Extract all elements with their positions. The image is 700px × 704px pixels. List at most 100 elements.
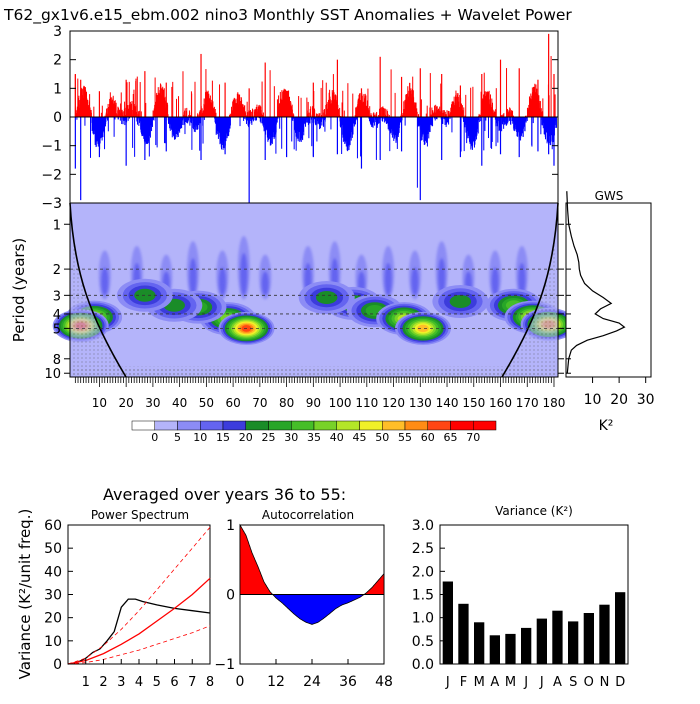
- colorbar-label: 35: [307, 431, 321, 444]
- colorbar-swatch: [404, 420, 428, 431]
- colorbar-swatch: [382, 420, 406, 431]
- power-spectrum-frame: [67, 524, 211, 665]
- variance-bar: [615, 592, 626, 664]
- ps-x-tick-label: 7: [188, 675, 196, 690]
- variance-frame: [439, 524, 629, 665]
- variance-bar: [474, 622, 485, 664]
- variance-bar: [521, 627, 532, 664]
- variance-bar: [583, 613, 594, 664]
- colorbar-label: 0: [151, 431, 158, 444]
- gws-tick-label: 20: [610, 392, 628, 408]
- spectrum-line: [67, 598, 211, 665]
- colorbar-swatch: [154, 420, 178, 431]
- gws-tick-label: 30: [637, 392, 655, 408]
- period-tick-label: 4: [53, 308, 61, 323]
- ac-y-tick-label: −1: [214, 657, 235, 673]
- colorbar-label: 45: [353, 431, 367, 444]
- gws-curve: [566, 191, 626, 374]
- year-tick-label: 180: [543, 396, 566, 410]
- ac-x-tick-label: 48: [375, 674, 393, 690]
- average-title: Averaged over years 36 to 55:: [103, 485, 346, 504]
- year-tick-label: 40: [172, 396, 187, 410]
- ps-x-tick-label: 3: [117, 675, 125, 690]
- gws-title: GWS: [595, 189, 624, 203]
- main-title: T62_gx1v6.e15_ebm.002 nino3 Monthly SST …: [3, 6, 572, 25]
- cone-of-influence-right: [502, 203, 558, 377]
- month-label: F: [460, 675, 467, 690]
- colorbar-label: 70: [466, 431, 480, 444]
- colorbar-label: 15: [216, 431, 230, 444]
- colorbar-swatch: [268, 420, 292, 431]
- power-ridge-core: [101, 267, 109, 296]
- month-label: J: [445, 675, 450, 690]
- variance-bar: [505, 633, 516, 664]
- y-tick-label: 0: [53, 110, 62, 126]
- period-tick-label: 10: [44, 367, 61, 382]
- power-ridge-core: [411, 267, 419, 296]
- significance-hatch: [70, 366, 558, 377]
- ac-x-tick-label: 0: [236, 674, 245, 690]
- ps-x-tick-label: 2: [99, 675, 107, 690]
- var-y-tick-label: 0.5: [412, 634, 434, 650]
- month-label: D: [615, 675, 625, 690]
- colorbar-swatch: [245, 420, 269, 431]
- year-tick-label: 90: [306, 396, 321, 410]
- var-y-tick-label: 1.0: [412, 611, 434, 627]
- ps-x-tick-label: 5: [153, 675, 161, 690]
- confidence-line: [67, 625, 211, 665]
- year-tick-label: 110: [355, 396, 378, 410]
- year-tick-label: 130: [409, 396, 432, 410]
- month-label: J: [523, 675, 528, 690]
- variance-bar: [568, 621, 579, 664]
- year-tick-label: 70: [252, 396, 267, 410]
- month-label: J: [539, 675, 544, 690]
- ac-x-tick-label: 12: [267, 674, 285, 690]
- ps-y-tick-label: 0: [53, 657, 62, 673]
- power-ridge-core: [218, 267, 226, 296]
- y-tick-label: 3: [53, 24, 62, 40]
- autocorrelation-title: Autocorrelation: [262, 508, 354, 522]
- power-ridge-core: [189, 258, 197, 296]
- colorbar-label: 40: [330, 431, 344, 444]
- colorbar-swatch: [177, 420, 201, 431]
- wavelet-ylabel: Period (years): [10, 238, 28, 343]
- year-tick-label: 50: [199, 396, 214, 410]
- ac-x-tick-label: 36: [339, 674, 357, 690]
- month-label: A: [553, 675, 562, 690]
- year-tick-label: 170: [516, 396, 539, 410]
- month-label: M: [474, 675, 485, 690]
- ps-y-tick-label: 30: [44, 588, 62, 604]
- coi-curve-left: [69, 202, 127, 378]
- red-noise-line: [67, 577, 211, 665]
- power-spectrum-ylabel: Variance (K²/unit freq.): [16, 509, 34, 680]
- sst-anomaly-panel: 3 2 1 0 −1 −2 −3: [41, 24, 559, 212]
- period-tick-label: 3: [53, 289, 61, 304]
- colorbar-swatch: [131, 420, 155, 431]
- colorbar-swatch: [473, 420, 497, 431]
- wavelet-frame: [69, 202, 559, 378]
- power-spectrum-title: Power Spectrum: [91, 508, 189, 522]
- var-y-tick-label: 2.0: [412, 564, 434, 580]
- year-tick-label: 20: [119, 396, 134, 410]
- gws-frame: [565, 202, 652, 378]
- month-label: N: [600, 675, 610, 690]
- ps-y-tick-label: 10: [44, 634, 62, 650]
- colorbar: 0 5 10 15 20 25 30 35 40 45 50 55 60 65 70: [131, 420, 497, 444]
- year-tick-label: 80: [279, 396, 294, 410]
- y-tick-label: 2: [53, 53, 62, 69]
- var-y-tick-label: 3.0: [412, 518, 434, 534]
- power-spectrum-panel: Power Spectrum Variance (K²/unit freq.) …: [16, 508, 214, 690]
- power-contour: [417, 324, 429, 332]
- power-contour: [449, 295, 472, 308]
- colorbar-label: 55: [398, 431, 412, 444]
- colorbar-label: 25: [262, 431, 276, 444]
- gws-tick-label: 10: [584, 392, 602, 408]
- colorbar-swatch: [427, 420, 451, 431]
- month-label: S: [569, 675, 577, 690]
- power-ridge-core: [518, 262, 526, 296]
- period-tick-label: 5: [53, 322, 61, 337]
- variance-bar: [536, 618, 547, 664]
